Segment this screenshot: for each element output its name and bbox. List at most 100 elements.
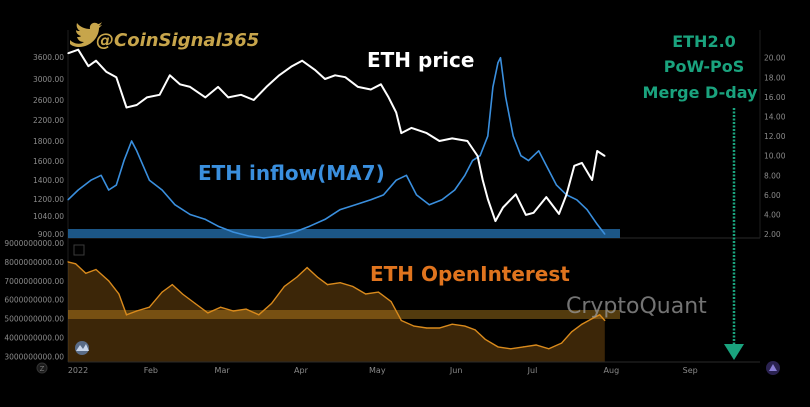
oi-point [207,312,209,314]
oi-point [181,293,184,295]
handle-label: @CoinSignal365 [96,30,259,51]
inflow-point [492,86,494,88]
price-point [596,150,598,152]
oi-point [67,261,69,263]
oi-point [561,342,563,344]
oi-point [599,314,601,316]
oi-axis-ticks: 9000000000.00 8000000000.00 7000000000.00 6… [4,239,64,361]
oi-point [413,325,415,327]
oi-point [339,282,341,284]
oi-point [604,319,606,322]
inflow-point [527,160,530,162]
oi-point [438,327,440,329]
price-point [136,104,138,106]
price-point [476,155,479,157]
oi-line [67,261,606,350]
panel-collapse-icon[interactable] [73,244,85,256]
oi-point [474,329,476,331]
inflow-point [148,179,150,181]
inflow-point [487,135,489,137]
price-point [301,60,303,62]
oi-point [245,308,247,310]
inflow-point [324,218,326,220]
oi-point [316,276,318,278]
oi-point [194,302,196,305]
price-tick-label: 3600.00 [33,53,64,62]
oi-point [136,310,138,312]
oi-area [68,261,605,362]
oi-tick-label: 6000000000.00 [4,296,64,305]
oi-point [125,314,128,316]
price-point [387,96,390,99]
oi-point [484,338,486,340]
merge-arrow-head-icon [724,344,744,360]
price-point [438,140,441,142]
merge-annotation: ETH2.0 PoW-PoS Merge D-day [643,32,758,360]
oi-point [497,346,499,348]
oi-tick-label: 5000000000.00 [4,315,64,324]
price-point [515,193,517,195]
inflow-point [441,199,443,201]
price-tick-label: 3000.00 [33,75,64,84]
inflow-point [555,184,558,186]
x-axis: Z 2022 Feb Mar Apr May Jun Jul Aug Sep [36,361,760,375]
oi-point [377,291,379,293]
x-tick-label: 2022 [68,366,88,375]
price-point [227,96,229,99]
price-point [558,213,560,215]
oi-point [365,293,367,295]
inflow-axis-ticks: 20.00 18.00 16.00 14.00 12.00 10.00 8.00 6.00 4.… [764,54,786,239]
oi-point [390,301,392,303]
timezone-icon-glyph: Z [40,365,45,373]
inflow-point [428,204,430,206]
oi-point [535,344,537,346]
inflow-point [204,218,206,220]
price-point [240,94,242,96]
price-axis-ticks: 3600.00 3000.00 2600.00 2200.00 1800.00 1600.… [33,53,64,239]
oi-point [581,323,583,325]
inflow-point [538,150,540,152]
oi-point [426,327,428,329]
oi-point [75,263,77,265]
inflow-point [77,189,79,191]
x-tick-label: Jul [527,366,538,375]
price-point [410,127,413,129]
timezone-icon[interactable] [36,362,48,374]
oi-point [352,285,354,288]
oi-point [571,331,573,333]
inflow-series-label: ETH inflow(MA7) [198,161,385,185]
price-point [357,86,359,88]
annotation-line-1: ETH2.0 [672,32,736,51]
oi-point [148,306,150,308]
inflow-point [596,223,598,225]
oi-point [161,291,163,293]
inflow-point [115,184,117,186]
watermark: CryptoQuant [566,294,707,319]
inflow-point [520,155,522,157]
inflow-point [174,204,176,206]
price-point [146,96,148,99]
price-point [344,76,346,78]
price-tick-label: 2600.00 [33,96,64,105]
inflow-point [136,150,138,152]
oi-point [118,293,120,295]
oi-tick-label: 3000000000.00 [4,352,64,361]
inflow-point [161,189,163,191]
price-point [395,111,397,114]
price-point [532,212,535,214]
oi-point [326,284,329,286]
annotation-line-2: PoW-PoS [664,57,745,76]
price-point [67,52,69,54]
price-point [204,96,207,99]
inflow-point [505,96,507,98]
price-point [565,193,568,195]
price-point [169,74,171,77]
price-point [573,165,575,167]
inflow-point [263,237,265,239]
inflow-point [499,57,502,59]
price-series-label: ETH price [367,48,474,72]
inflow-tick-label: 4.00 [764,210,781,219]
oi-point [451,323,453,325]
oi-tick-label: 8000000000.00 [4,258,64,267]
